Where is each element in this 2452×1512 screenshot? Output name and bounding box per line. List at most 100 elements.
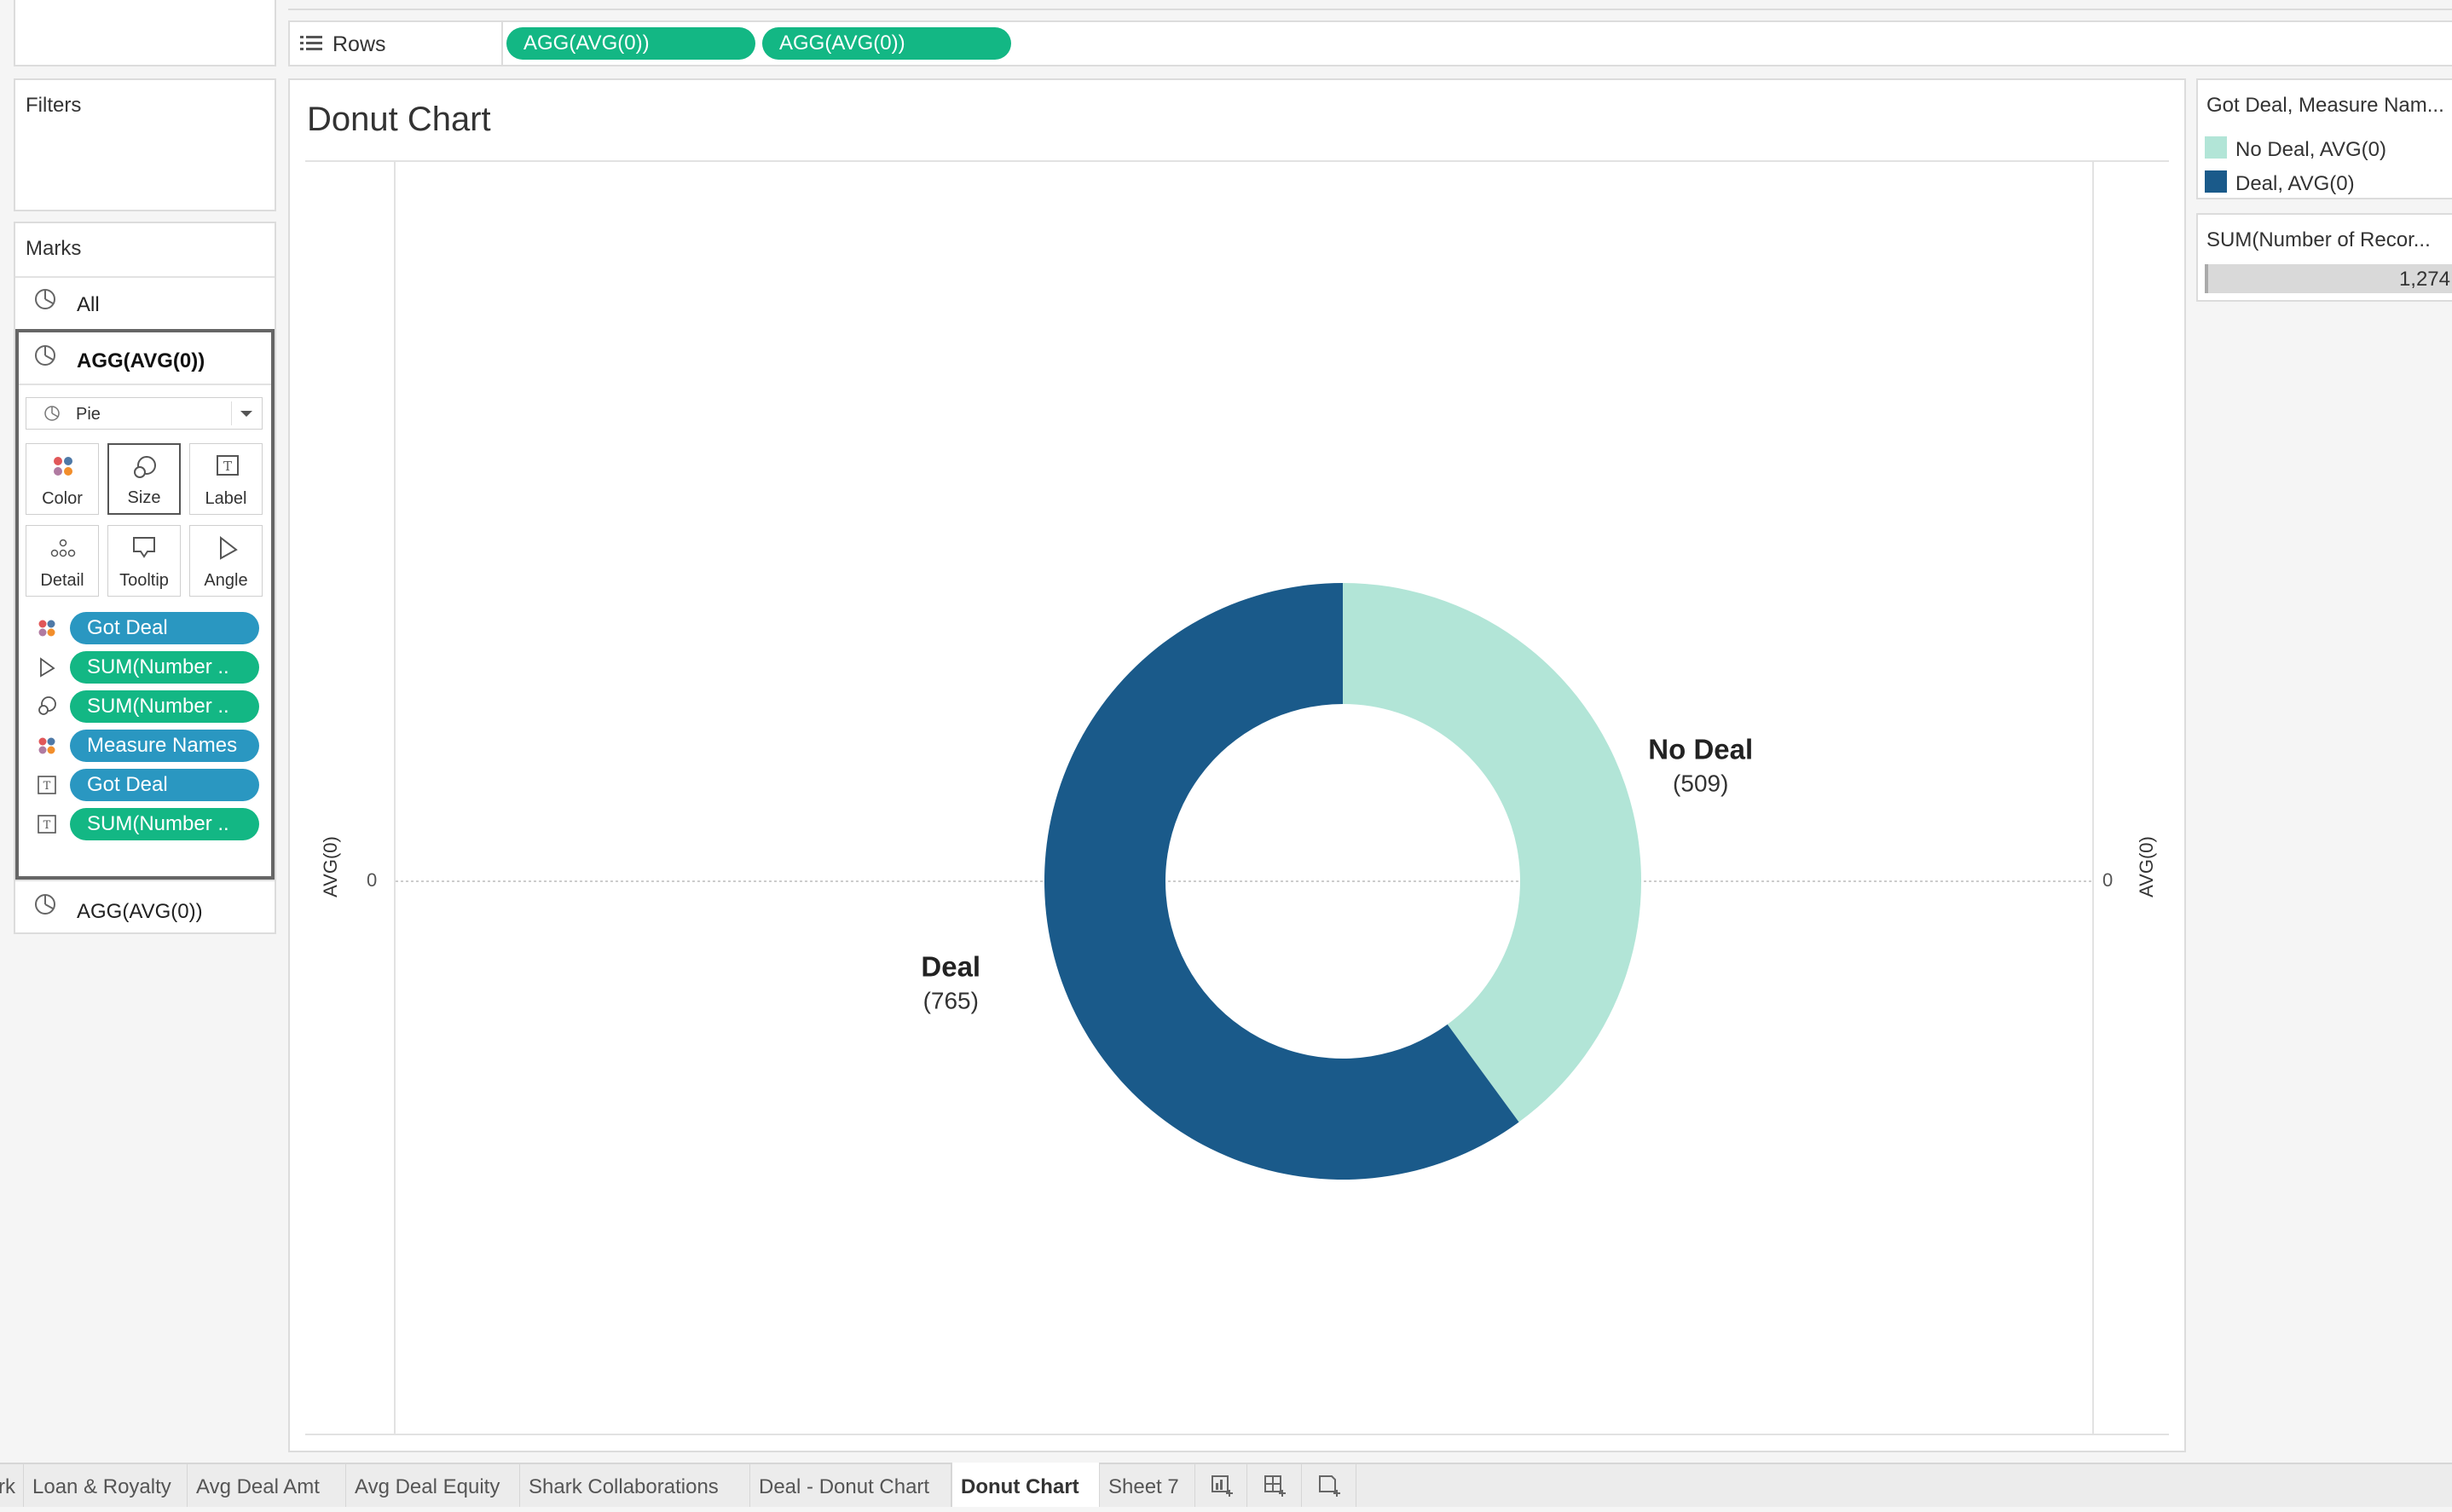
title-divider bbox=[305, 160, 2169, 162]
pie-icon bbox=[35, 289, 55, 309]
angle-card[interactable]: Angle bbox=[189, 525, 263, 597]
sheet-tab[interactable]: Sheet 7 bbox=[1100, 1463, 1195, 1507]
new-story-button[interactable] bbox=[1301, 1463, 1356, 1507]
donut-label-name: No Deal bbox=[1648, 734, 1753, 765]
filters-title: Filters bbox=[26, 94, 82, 117]
angle-icon bbox=[40, 657, 55, 678]
size-icon bbox=[38, 696, 56, 715]
color-legend: Got Deal, Measure Nam... No Deal, AVG(0)… bbox=[2196, 78, 2452, 199]
filters-card[interactable]: Filters bbox=[14, 78, 276, 211]
donut-label-value: (509) bbox=[1673, 770, 1728, 797]
marks-card: Marks All AGG(AVG(0)) Pie bbox=[14, 222, 276, 934]
new-dashboard-icon bbox=[1264, 1475, 1286, 1497]
active-layer-label: AGG(AVG(0)) bbox=[77, 349, 205, 372]
marks-layer-all[interactable]: All bbox=[15, 278, 275, 329]
pie-icon bbox=[44, 406, 60, 421]
rows-shelf: Rows AGG(AVG(0)) AGG(AVG(0)) bbox=[288, 20, 2452, 66]
sheet-tab[interactable]: Avg Deal Amt bbox=[188, 1463, 346, 1507]
marks-field-pill[interactable]: SUM(Number .. bbox=[70, 690, 259, 723]
sheet-tab[interactable]: Avg Deal Equity bbox=[346, 1463, 520, 1507]
marks-field-pill[interactable]: Measure Names bbox=[70, 730, 259, 762]
legend-swatch-deal bbox=[2205, 170, 2227, 193]
donut-slice-deal[interactable] bbox=[1044, 583, 1519, 1180]
marks-layer-all-label: All bbox=[77, 293, 100, 316]
pie-icon bbox=[35, 894, 55, 915]
size-card[interactable]: Size bbox=[107, 443, 181, 515]
donut-slice-no-deal[interactable] bbox=[1343, 583, 1641, 1122]
rows-shelf-label: Rows bbox=[333, 32, 386, 56]
donut-label-value: (765) bbox=[923, 987, 979, 1013]
sheet-tab[interactable]: Donut Chart bbox=[951, 1463, 1100, 1507]
color-icon bbox=[38, 620, 55, 637]
new-worksheet-icon bbox=[1212, 1475, 1233, 1497]
marks-field-row: T SUM(Number .. bbox=[19, 806, 271, 842]
detail-icon bbox=[50, 539, 76, 557]
size-legend-title: SUM(Number of Recor... bbox=[2206, 228, 2431, 251]
size-icon bbox=[134, 456, 156, 478]
dropdown-divider bbox=[231, 401, 232, 425]
label-icon: T bbox=[38, 776, 56, 794]
view-panel: Donut Chart AVG(0) 0 0 AVG(0) No Deal (50… bbox=[288, 78, 2186, 1452]
new-dashboard-button[interactable] bbox=[1246, 1463, 1302, 1507]
detail-card-label: Detail bbox=[40, 571, 84, 590]
marks-field-pill[interactable]: SUM(Number .. bbox=[70, 808, 259, 840]
color-card-label: Color bbox=[42, 489, 83, 508]
legend-item-deal[interactable]: Deal, AVG(0) bbox=[2205, 167, 2452, 196]
marks-layer-second[interactable]: AGG(AVG(0)) bbox=[15, 880, 275, 934]
sheet-tab[interactable]: rk bbox=[0, 1463, 24, 1507]
color-icon bbox=[54, 457, 72, 476]
left-axis[interactable]: AVG(0) 0 bbox=[305, 162, 396, 1435]
pie-icon bbox=[35, 345, 55, 366]
legend-item-no-deal[interactable]: No Deal, AVG(0) bbox=[2205, 133, 2452, 162]
tooltip-card-label: Tooltip bbox=[119, 571, 169, 590]
marks-field-pill[interactable]: Got Deal bbox=[70, 612, 259, 644]
new-worksheet-button[interactable] bbox=[1194, 1463, 1247, 1507]
legend-swatch-no-deal bbox=[2205, 136, 2227, 159]
label-card[interactable]: T Label bbox=[189, 443, 263, 515]
angle-card-label: Angle bbox=[204, 571, 248, 590]
color-icon bbox=[38, 737, 55, 754]
marks-field-pill[interactable]: Got Deal bbox=[70, 769, 259, 801]
mark-type-dropdown[interactable]: Pie bbox=[26, 397, 263, 430]
legend-label-deal: Deal, AVG(0) bbox=[2235, 172, 2355, 195]
marks-field-row: SUM(Number .. bbox=[19, 689, 271, 724]
detail-card[interactable]: Detail bbox=[26, 525, 99, 597]
rows-pill-1[interactable]: AGG(AVG(0)) bbox=[506, 27, 755, 60]
rows-shelf-header: Rows bbox=[290, 22, 503, 65]
view-title: Donut Chart bbox=[307, 101, 491, 138]
marks-field-pill[interactable]: SUM(Number .. bbox=[70, 651, 259, 684]
tooltip-card[interactable]: Tooltip bbox=[107, 525, 181, 597]
left-axis-tick: 0 bbox=[367, 869, 378, 891]
svg-text:T: T bbox=[43, 819, 51, 832]
color-card[interactable]: Color bbox=[26, 443, 99, 515]
tooltip-icon bbox=[133, 537, 155, 558]
sheet-tab[interactable]: Loan & Royalty bbox=[24, 1463, 188, 1507]
columns-shelf-stub bbox=[288, 0, 2452, 10]
size-legend-bar[interactable]: 1,274 bbox=[2205, 264, 2452, 293]
label-card-label: Label bbox=[205, 489, 247, 508]
donut-chart: No Deal (509) Deal (765) bbox=[396, 583, 2092, 1180]
marks-field-row: T Got Deal bbox=[19, 767, 271, 803]
rows-pill-2[interactable]: AGG(AVG(0)) bbox=[762, 27, 1011, 60]
mark-type-value: Pie bbox=[76, 405, 101, 424]
top-left-stub bbox=[14, 0, 276, 66]
chevron-down-icon bbox=[240, 411, 252, 417]
right-axis[interactable]: 0 AVG(0) bbox=[2092, 162, 2169, 1435]
right-axis-title: AVG(0) bbox=[2136, 836, 2157, 897]
angle-icon bbox=[220, 536, 238, 560]
marks-layer-second-label: AGG(AVG(0)) bbox=[77, 900, 203, 923]
marks-title: Marks bbox=[26, 237, 82, 260]
sheet-tab[interactable]: Shark Collaborations bbox=[520, 1463, 750, 1507]
label-icon: T bbox=[38, 815, 56, 834]
legend-label-no-deal: No Deal, AVG(0) bbox=[2235, 138, 2386, 161]
label-icon: T bbox=[217, 455, 239, 476]
active-layer-header[interactable]: AGG(AVG(0)) bbox=[19, 332, 271, 385]
marks-field-row: Measure Names bbox=[19, 728, 271, 764]
donut-label-name: Deal bbox=[921, 950, 980, 982]
active-layer-box: AGG(AVG(0)) Pie Color bbox=[15, 329, 275, 880]
rows-icon bbox=[300, 36, 322, 50]
marks-field-row: SUM(Number .. bbox=[19, 649, 271, 685]
color-legend-title: Got Deal, Measure Nam... bbox=[2206, 94, 2444, 117]
sheet-tab[interactable]: Deal - Donut Chart bbox=[750, 1463, 951, 1507]
sheet-tab-bar bbox=[0, 1463, 2452, 1507]
